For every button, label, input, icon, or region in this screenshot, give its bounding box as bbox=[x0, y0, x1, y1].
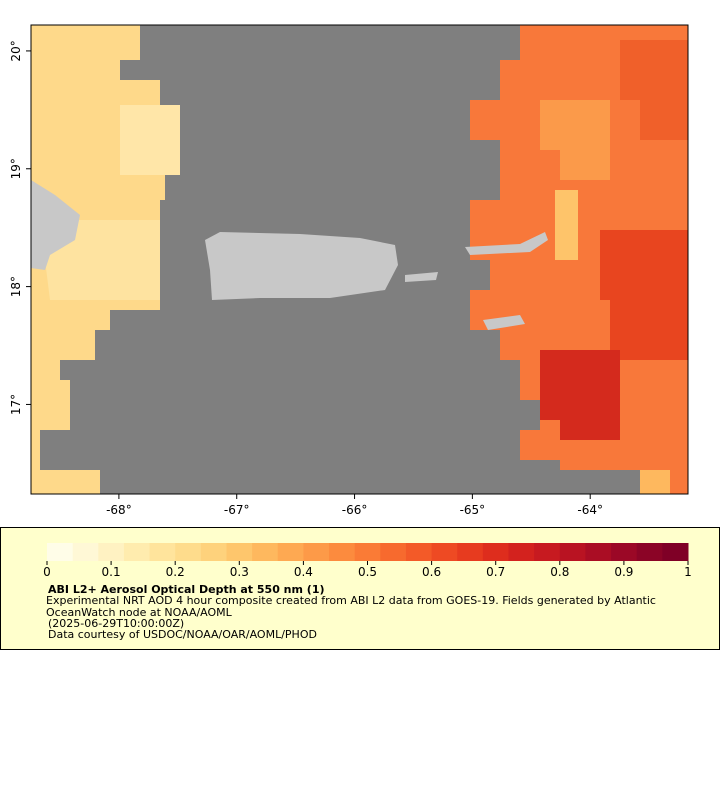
axes: -68° -67° -66° -65° -64° 17° 18° 19° 20° bbox=[9, 40, 603, 517]
lat-tick-label: 18° bbox=[9, 276, 23, 297]
colorbar-swatch bbox=[534, 543, 561, 561]
legend-time: (2025-06-29T10:00:00Z) bbox=[48, 617, 184, 630]
legend-description: Experimental NRT AOD 4 hour composite cr… bbox=[46, 595, 656, 619]
lon-tick-label: -66° bbox=[342, 503, 368, 517]
colorbar-swatch bbox=[329, 543, 356, 561]
colorbar-swatch bbox=[380, 543, 407, 561]
colorbar-tick-label: 0 bbox=[43, 565, 51, 579]
aerosol-field-right bbox=[470, 25, 688, 494]
colorbar-swatch bbox=[123, 543, 151, 561]
lat-tick-label: 17° bbox=[9, 394, 23, 415]
legend-credit: Data courtesy of USDOC/NOAA/OAR/AOML/PHO… bbox=[48, 628, 317, 641]
lon-tick-label: -64° bbox=[577, 503, 603, 517]
legend-description-box: Experimental NRT AOD 4 hour composite cr… bbox=[46, 595, 656, 619]
colorbar-tick-label: 0.1 bbox=[102, 565, 121, 579]
colorbar-swatch bbox=[277, 543, 304, 561]
colorbar-swatch bbox=[226, 543, 253, 561]
colorbar-tick-label: 1 bbox=[684, 565, 692, 579]
colorbar-swatch bbox=[611, 543, 638, 561]
colorbar-tick-label: 0.9 bbox=[614, 565, 633, 579]
colorbar-swatch bbox=[508, 543, 535, 561]
colorbar-tick-label: 0.4 bbox=[294, 565, 313, 579]
colorbar-swatch bbox=[636, 543, 663, 561]
colorbar-swatch bbox=[47, 543, 74, 561]
colorbar-swatch bbox=[585, 543, 612, 561]
colorbar-swatch bbox=[98, 543, 125, 561]
colorbar: 0 0.1 0.2 0.3 0.4 0.5 0.6 0.7 0.8 0.9 1 bbox=[43, 543, 692, 579]
lat-tick-label: 20° bbox=[9, 40, 23, 61]
colorbar-swatch bbox=[662, 543, 689, 561]
colorbar-swatch bbox=[72, 543, 99, 561]
colorbar-swatch bbox=[252, 543, 279, 561]
lon-tick-label: -68° bbox=[106, 503, 132, 517]
colorbar-swatch bbox=[354, 543, 381, 561]
colorbar-swatch bbox=[559, 543, 586, 561]
colorbar-tick-label: 0.8 bbox=[550, 565, 569, 579]
colorbar-swatch bbox=[431, 543, 458, 561]
land bbox=[31, 180, 548, 330]
colorbar-swatch bbox=[149, 543, 176, 561]
colorbar-swatch bbox=[200, 543, 227, 561]
colorbar-swatch bbox=[175, 543, 202, 561]
colorbar-swatch bbox=[482, 543, 510, 561]
map-frame bbox=[30, 24, 689, 495]
lon-tick-label: -65° bbox=[460, 503, 486, 517]
colorbar-swatch bbox=[405, 543, 433, 561]
colorbar-tick-label: 0.6 bbox=[422, 565, 441, 579]
colorbar-swatch bbox=[303, 543, 330, 561]
lat-tick-label: 19° bbox=[9, 158, 23, 179]
colorbar-tick-label: 0.7 bbox=[486, 565, 505, 579]
colorbar-tick-label: 0.5 bbox=[358, 565, 377, 579]
lon-tick-label: -67° bbox=[224, 503, 250, 517]
colorbar-tick-label: 0.3 bbox=[230, 565, 249, 579]
legend-title: ABI L2+ Aerosol Optical Depth at 550 nm … bbox=[48, 583, 325, 596]
colorbar-tick-label: 0.2 bbox=[166, 565, 185, 579]
colorbar-swatch bbox=[457, 543, 484, 561]
